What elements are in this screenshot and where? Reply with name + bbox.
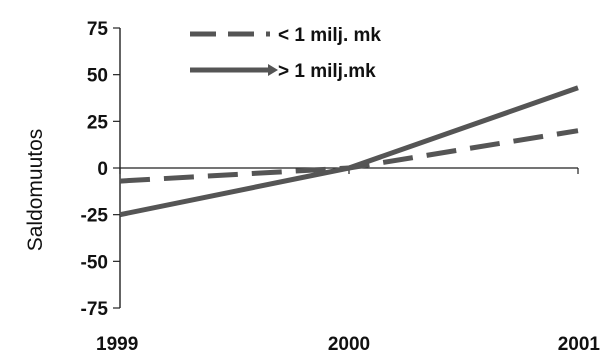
- y-tick-label: 25: [87, 112, 109, 133]
- x-tick-label: 2001: [558, 334, 601, 355]
- x-tick-label: 1999: [96, 334, 138, 355]
- y-tick-label: 0: [97, 159, 108, 180]
- axes: 75 50 25 0 -25 -50 -75 1999 2000 2001: [81, 19, 601, 355]
- series-line-solid: [119, 85, 579, 218]
- y-axis-title: Saldomuutos: [24, 129, 47, 252]
- x-tick-label: 2000: [328, 334, 370, 355]
- legend-label: < 1 milj. mk: [278, 25, 381, 46]
- legend-label: > 1 milj.mk: [278, 61, 376, 82]
- y-tick-label: -50: [81, 252, 108, 273]
- y-tick-label: -25: [81, 206, 109, 227]
- y-tick-label: -75: [81, 299, 109, 320]
- y-tick-label: 50: [87, 66, 108, 87]
- legend: < 1 milj. mk > 1 milj.mk: [190, 25, 381, 82]
- legend-arrowhead: [268, 64, 278, 76]
- y-tick-label: 75: [87, 19, 109, 40]
- series-layer: [119, 85, 579, 218]
